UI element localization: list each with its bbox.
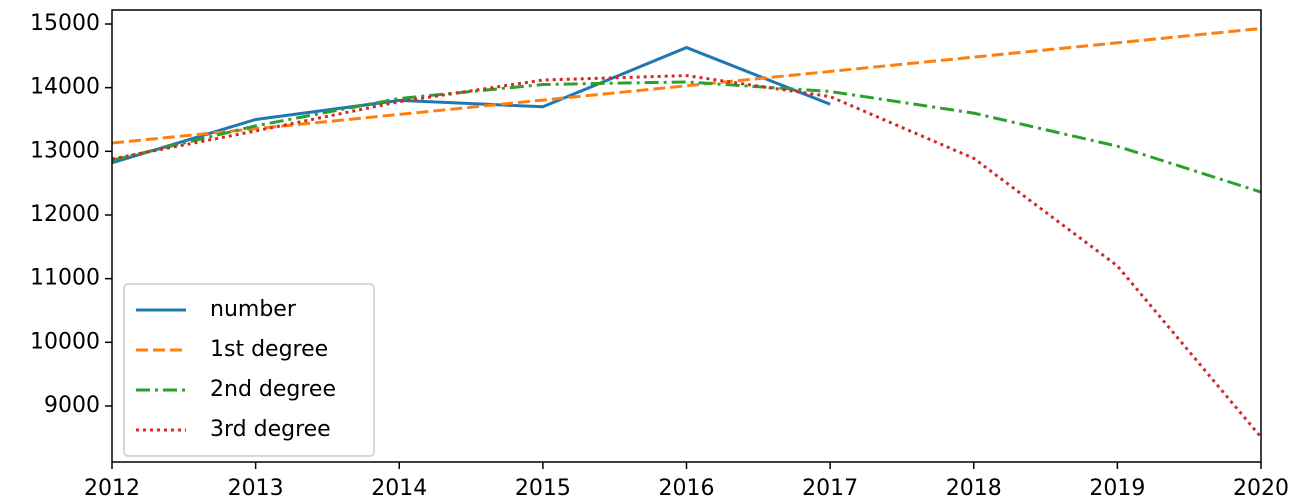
legend-label: 1st degree <box>210 337 328 362</box>
series-line <box>112 46 831 165</box>
x-tick-label: 2014 <box>371 476 427 501</box>
x-tick-label: 2018 <box>946 476 1002 501</box>
legend-box <box>123 283 375 457</box>
x-tick-label: 2019 <box>1089 476 1145 501</box>
plot-frame <box>111 9 1262 463</box>
x-tick-label: 2016 <box>659 476 715 501</box>
series-line <box>112 26 1261 145</box>
y-tick-label: 12000 <box>30 202 100 227</box>
legend-label: 3rd degree <box>210 417 331 442</box>
y-tick-label: 13000 <box>30 138 100 163</box>
series-line <box>112 80 1261 194</box>
x-tick-label: 2015 <box>515 476 571 501</box>
x-tick-label: 2013 <box>228 476 284 501</box>
y-tick-label: 14000 <box>30 75 100 100</box>
legend-label: 2nd degree <box>210 377 336 402</box>
y-tick-label: 15000 <box>30 11 100 36</box>
plot <box>112 26 1261 439</box>
x-tick-label: 2012 <box>84 476 140 501</box>
series-line <box>112 74 1261 439</box>
legend-label: number <box>210 297 297 322</box>
x-tick-label: 2020 <box>1233 476 1289 501</box>
y-tick-label: 11000 <box>30 266 100 291</box>
x-tick-label: 2017 <box>802 476 858 501</box>
y-tick-label: 9000 <box>44 393 100 418</box>
y-tick-label: 10000 <box>30 329 100 354</box>
